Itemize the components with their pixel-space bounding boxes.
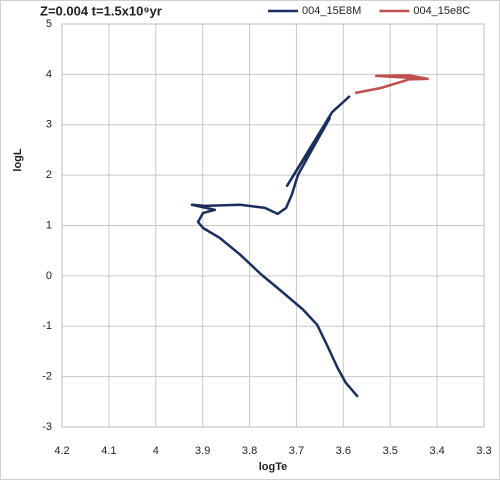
x-tick-label: 4 xyxy=(153,445,159,457)
x-tick-label: 3.4 xyxy=(429,445,444,457)
y-tick-label: -1 xyxy=(42,320,52,332)
x-tick-label: 3.5 xyxy=(383,445,398,457)
y-tick-label: 5 xyxy=(46,18,52,30)
data-line xyxy=(354,74,429,95)
y-tick-label: 4 xyxy=(46,68,52,80)
y-axis-label: logL xyxy=(12,148,24,171)
x-tick-label: 3.7 xyxy=(289,445,304,457)
x-tick-label: 3.9 xyxy=(195,445,210,457)
x-tick-label: 4.1 xyxy=(101,445,116,457)
x-tick-label: 3.8 xyxy=(242,445,257,457)
y-tick-label: 3 xyxy=(46,119,52,131)
x-axis-label: logTe xyxy=(259,461,288,473)
y-tick-label: -3 xyxy=(42,421,52,433)
x-tick-label: 4.2 xyxy=(54,445,69,457)
plot-border xyxy=(61,23,485,428)
y-tick-label: 0 xyxy=(46,270,52,282)
x-tick-label: 3.6 xyxy=(336,445,351,457)
x-tick-label: 3.3 xyxy=(476,445,491,457)
legend-label: 004_15e8C xyxy=(413,5,470,17)
y-tick-label: 2 xyxy=(46,169,52,181)
y-tick-label: -2 xyxy=(42,371,52,383)
y-tick-label: 1 xyxy=(46,219,52,231)
legend-label: 004_15E8M xyxy=(302,5,361,17)
data-line xyxy=(190,95,359,398)
chart-title: Z=0.004 t=1.5x10⁹yr xyxy=(40,3,162,18)
